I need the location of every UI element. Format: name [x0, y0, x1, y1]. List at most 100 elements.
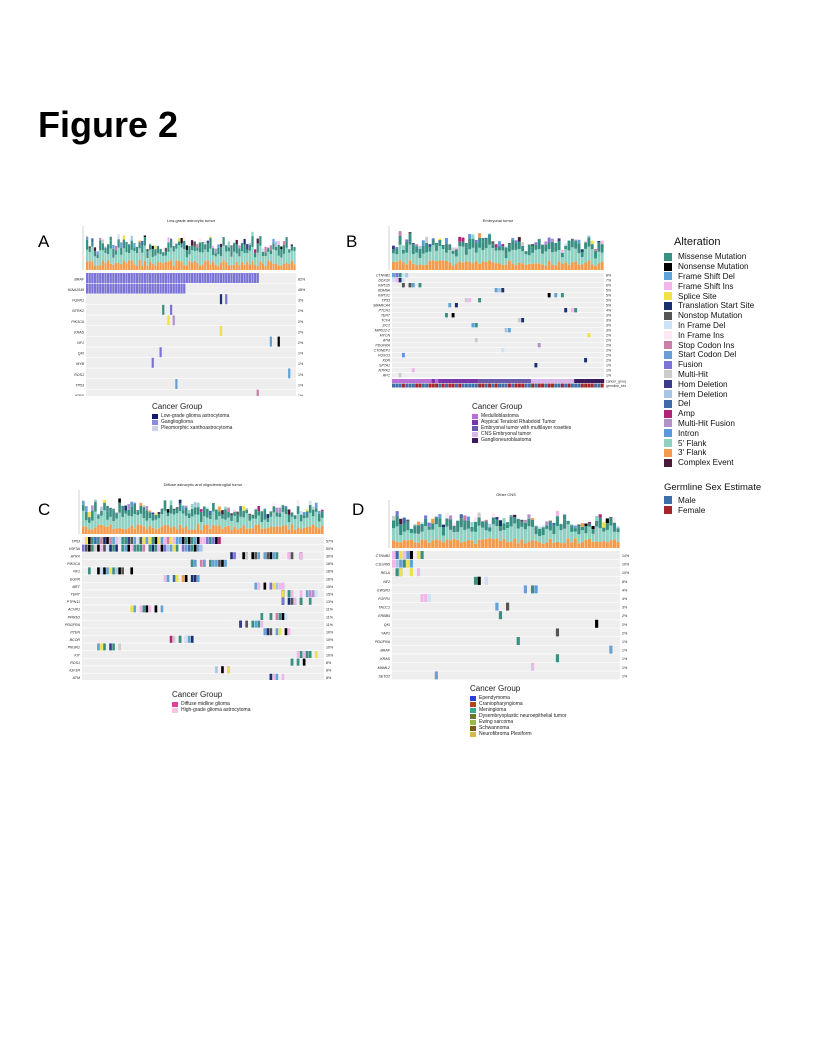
summary-bar-segment — [181, 505, 185, 511]
gene-label: SMARCA4 — [373, 304, 390, 308]
summary-bar-segment — [115, 512, 118, 514]
summary-bar-segment — [413, 525, 417, 534]
alteration-cell — [201, 273, 204, 283]
gene-row-bg — [392, 619, 620, 628]
cancer-group-label: Ganglioglioma — [161, 419, 193, 425]
summary-bar-segment — [527, 244, 531, 256]
summary-bar-segment — [261, 251, 265, 257]
summary-bar-segment — [590, 249, 594, 265]
summary-bar-segment — [445, 513, 449, 519]
summary-bar-segment — [138, 248, 141, 261]
summary-bar-segment — [269, 511, 273, 517]
summary-bar-segment — [149, 249, 152, 262]
sex-cell — [488, 383, 492, 388]
summary-bar-segment — [461, 246, 465, 263]
summary-bar-segment — [191, 245, 194, 251]
summary-bar-segment — [395, 515, 399, 527]
summary-bar-segment — [392, 528, 396, 541]
gene-label: NF1 — [73, 570, 80, 574]
gene-label: TP53 — [71, 539, 80, 543]
summary-bar-segment — [605, 518, 609, 524]
summary-bar-segment — [434, 517, 438, 525]
summary-bar-segment — [91, 529, 94, 534]
summary-bar-segment — [456, 531, 460, 540]
summary-bar-segment — [88, 517, 91, 523]
alteration-legend-item: Complex Event — [664, 458, 804, 468]
summary-bar-segment — [545, 542, 549, 548]
alteration-cell — [181, 537, 185, 544]
gene-row-bg — [392, 278, 604, 283]
summary-bar-segment — [600, 244, 604, 253]
summary-bar-segment — [541, 543, 545, 548]
alteration-cell — [494, 288, 498, 293]
summary-bar-segment — [524, 264, 528, 270]
gene-frequency: 2% — [606, 339, 611, 343]
gene-frequency: 2% — [622, 631, 628, 635]
summary-bar-segment — [566, 538, 570, 548]
alteration-cell — [233, 552, 236, 560]
alteration-cell — [135, 283, 139, 294]
summary-bar-segment — [187, 513, 191, 519]
alteration-cell — [272, 582, 276, 590]
alteration-legend-swatch — [664, 331, 672, 340]
summary-bar-segment — [177, 238, 181, 242]
alteration-cell — [299, 651, 303, 658]
alteration-cell — [406, 551, 410, 559]
sex-cell — [401, 383, 405, 388]
alteration-cell — [88, 544, 91, 552]
summary-bar-segment — [156, 262, 160, 270]
sex-cell — [428, 383, 432, 388]
gene-row-bg — [392, 594, 620, 602]
summary-bar-segment — [180, 237, 183, 244]
gene-frequency: 2% — [298, 330, 304, 334]
summary-bar-segment — [441, 260, 445, 270]
alteration-cell — [136, 537, 140, 544]
alteration-cell — [401, 273, 405, 278]
summary-bar-segment — [135, 253, 139, 266]
summary-bar-segment — [428, 251, 432, 261]
summary-bar-segment — [563, 514, 567, 520]
summary-bar-segment — [554, 242, 558, 252]
gene-frequency: 1% — [298, 352, 304, 356]
summary-bar-segment — [139, 505, 143, 514]
summary-bar-segment — [91, 242, 94, 247]
summary-bar-segment — [395, 247, 399, 249]
summary-bar-segment — [311, 506, 315, 510]
cancer-group-label: Atypical Teratoid Rhabdoid Tumor — [481, 419, 556, 425]
summary-bar-segment — [427, 529, 431, 543]
summary-bar-segment — [154, 529, 158, 534]
gene-frequency: 1% — [622, 640, 628, 644]
summary-bar-segment — [240, 262, 244, 270]
gene-label: NF2 — [383, 580, 390, 584]
alteration-cell — [275, 628, 279, 636]
summary-bar-segment — [172, 245, 175, 252]
summary-bar-segment — [206, 242, 209, 253]
alteration-cell — [127, 537, 130, 544]
sex-cell — [458, 383, 462, 388]
summary-bar-segment — [277, 265, 280, 270]
summary-bar-segment — [530, 526, 535, 541]
cancer-group-label: Ependymoma — [479, 695, 510, 701]
summary-bar-segment — [517, 262, 521, 270]
alteration-cell — [121, 537, 124, 544]
alteration-cell — [175, 379, 178, 389]
alteration-cell — [100, 537, 103, 544]
panel-title: Low-grade astrocytic tumor — [167, 218, 216, 223]
summary-bar-segment — [193, 514, 197, 530]
summary-bar-segment — [466, 520, 470, 529]
alteration-cell — [166, 537, 170, 544]
summary-bar-segment — [120, 254, 123, 264]
summary-bar-segment — [233, 526, 236, 534]
alteration-cell — [523, 585, 527, 594]
summary-bar-segment — [484, 248, 488, 262]
sex-cell — [567, 383, 571, 388]
summary-bar-segment — [196, 262, 199, 270]
alteration-cell — [133, 605, 137, 613]
track-label: cancer_group — [606, 379, 626, 383]
gene-frequency: 11% — [326, 623, 334, 627]
alteration-cell — [82, 537, 85, 544]
alteration-cell — [142, 537, 146, 544]
summary-bar-segment — [468, 238, 472, 250]
summary-bar-segment — [577, 264, 581, 270]
summary-bar-segment — [254, 509, 258, 519]
